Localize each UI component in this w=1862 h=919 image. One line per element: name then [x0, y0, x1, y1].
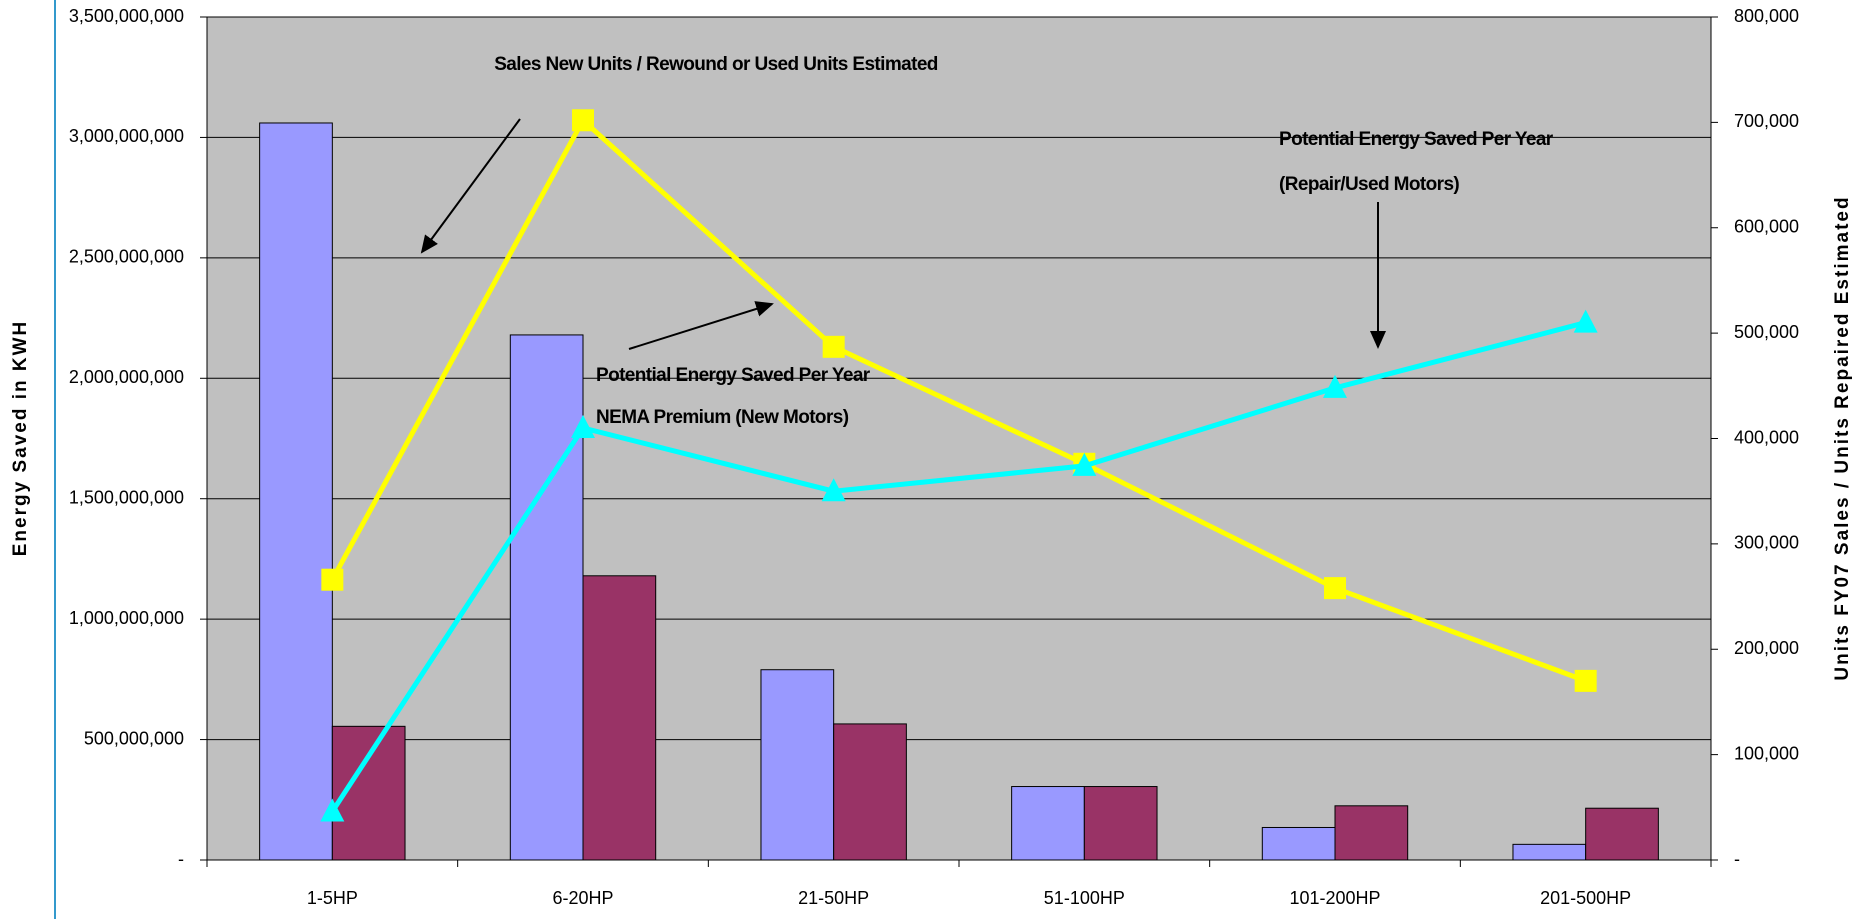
x-tick-label: 101-200HP [1289, 888, 1380, 908]
bar [509, 334, 584, 861]
x-tick-label: 51-100HP [1044, 888, 1125, 908]
arrow [420, 118, 521, 254]
y-tick-label: 3,500,000,000 [69, 6, 184, 26]
y-tick-label: - [178, 849, 184, 869]
bar [760, 669, 835, 861]
y2-tick-label: 400,000 [1734, 427, 1799, 447]
bar [833, 723, 907, 861]
bar [582, 575, 657, 861]
bar [1083, 786, 1158, 861]
y2-axis-title: Units FY07 Sales / Units Repaired Estima… [1832, 195, 1853, 680]
marker [1072, 452, 1097, 476]
annotation: Sales New Units / Rewound or Used Units … [494, 54, 938, 75]
line [330, 116, 1587, 684]
annotation: NEMA Premium (New Motors) [596, 407, 849, 428]
x-tick-label: 1-5HP [307, 888, 358, 908]
line [330, 320, 1587, 813]
x-tick-label: 21-50HP [798, 888, 869, 908]
annotation: (Repair/Used Motors) [1279, 174, 1459, 195]
y2-tick-label: 600,000 [1734, 217, 1799, 237]
bar [1512, 843, 1587, 861]
marker [821, 478, 846, 502]
y2-tick-label: 300,000 [1734, 533, 1799, 553]
marker [1323, 374, 1347, 398]
x-tick-label: 201-500HP [1540, 888, 1631, 908]
marks [259, 109, 1659, 861]
bar [1334, 805, 1409, 861]
marker [320, 798, 345, 822]
y2-tick-label: 800,000 [1734, 6, 1799, 26]
arrow [628, 301, 774, 350]
y2-tick-label: 200,000 [1734, 638, 1799, 658]
bar [1585, 807, 1659, 861]
marker [321, 568, 344, 591]
marker [1324, 577, 1346, 600]
marker [571, 414, 595, 438]
x-tick-label: 6-20HP [552, 888, 613, 908]
y-tick-label: 2,500,000,000 [69, 247, 184, 267]
marker [1574, 669, 1597, 692]
y-tick-label: 3,000,000,000 [69, 126, 184, 146]
marker [822, 335, 845, 358]
y-tick-label: 1,500,000,000 [69, 487, 184, 507]
marker [1573, 309, 1598, 333]
y-tick-label: 500,000,000 [84, 728, 184, 748]
y-tick-label: 1,000,000,000 [69, 608, 184, 628]
annotation: Potential Energy Saved Per Year [596, 365, 871, 386]
marker [572, 109, 594, 132]
y-axis-title: Energy Saved in KWH [10, 320, 31, 557]
y2-tick-label: 500,000 [1734, 322, 1799, 342]
bar [259, 122, 333, 861]
bar [1011, 786, 1085, 861]
y2-tick-label: 700,000 [1734, 111, 1799, 131]
y2-tick-label: 100,000 [1734, 743, 1799, 763]
plot-area [207, 17, 1711, 860]
bar [1261, 826, 1336, 861]
arrows [420, 118, 1386, 350]
y-tick-label: 2,000,000,000 [69, 367, 184, 387]
annotation: Potential Energy Saved Per Year [1279, 129, 1554, 150]
y2-tick-label: - [1734, 849, 1740, 869]
